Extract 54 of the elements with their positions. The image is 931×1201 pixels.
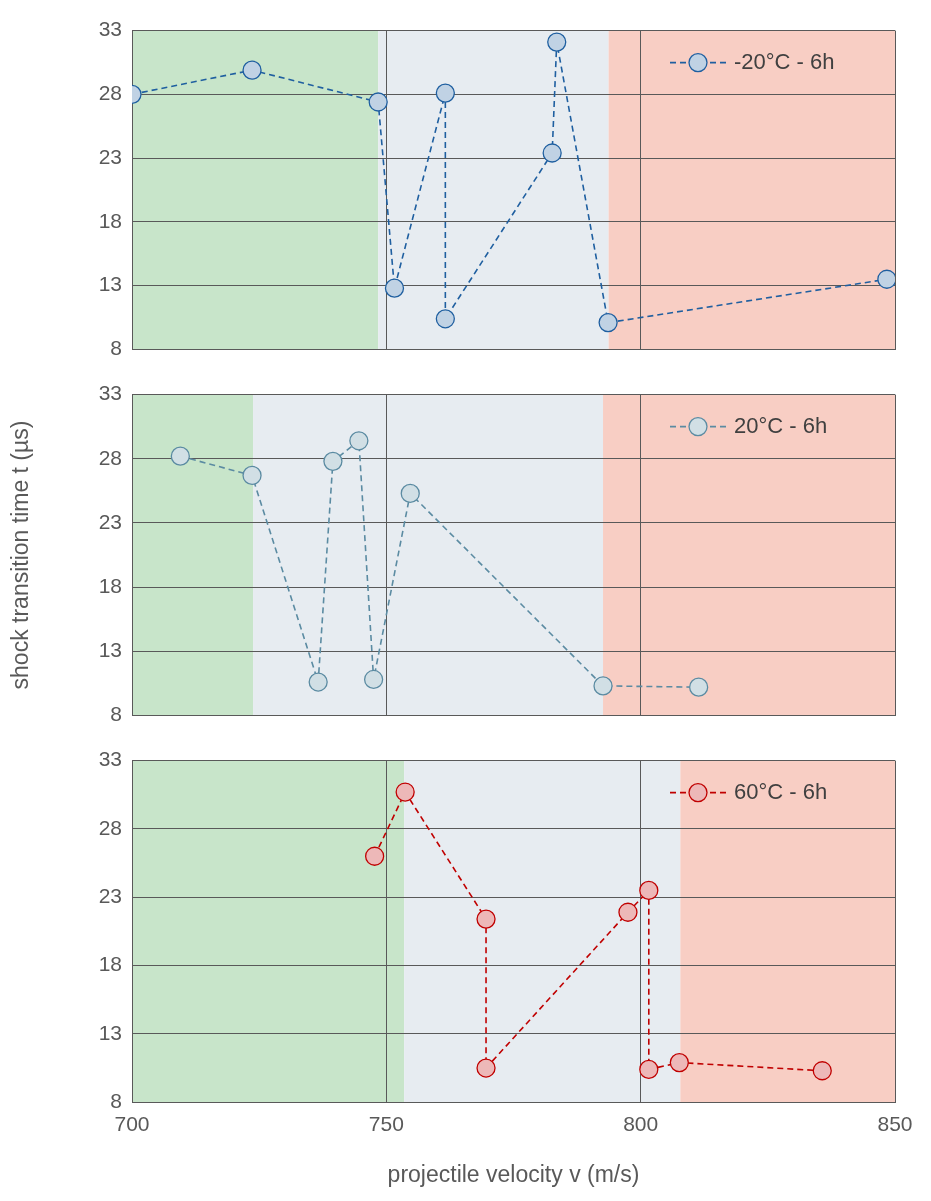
y-tick-label: 23: [98, 884, 122, 908]
y-tick-label: 28: [98, 81, 122, 105]
point: [639, 1059, 659, 1080]
y-tick-label: 18: [98, 573, 122, 597]
y-tick-label: 18: [98, 208, 122, 232]
legend-label: 60°C - 6h: [734, 778, 828, 804]
y-tick-label: 18: [98, 952, 122, 976]
y-tick-label: 28: [98, 445, 122, 469]
point: [349, 431, 369, 451]
point: [242, 60, 262, 80]
y-tick-label: 8: [110, 1089, 122, 1112]
point: [877, 269, 895, 289]
x-tick-label: 850: [877, 1111, 913, 1135]
y-tick-label: 23: [98, 144, 122, 168]
point: [170, 446, 190, 466]
point: [435, 83, 455, 103]
x-tick-label: 800: [623, 1111, 659, 1135]
point: [364, 846, 385, 866]
point: [618, 902, 638, 922]
point: [476, 909, 496, 929]
x-tick-label: 750: [368, 1111, 404, 1135]
y-tick-label: 13: [98, 1020, 122, 1044]
legend-label: -20°C - 6h: [734, 48, 835, 74]
point: [395, 782, 415, 802]
y-tick-label: 33: [98, 381, 122, 405]
y-tick-label: 8: [110, 336, 122, 360]
point: [669, 1052, 689, 1073]
y-tick-label: 33: [98, 747, 122, 771]
legend-label: 20°C - 6h: [734, 412, 828, 438]
point: [542, 143, 562, 163]
point: [547, 32, 567, 52]
y-tick-label: 28: [98, 815, 122, 839]
x-tick-label: 700: [114, 1111, 150, 1135]
point: [368, 92, 388, 112]
y-tick-label: 33: [98, 17, 122, 41]
point: [593, 676, 613, 696]
point: [639, 880, 659, 901]
point: [363, 669, 384, 690]
point: [476, 1058, 496, 1078]
point: [435, 309, 455, 329]
y-tick-label: 13: [98, 272, 122, 296]
y-tick-label: 23: [98, 509, 122, 533]
point: [384, 278, 405, 298]
point: [812, 1061, 832, 1081]
point: [323, 451, 343, 471]
point: [598, 312, 618, 333]
point: [689, 677, 709, 697]
y-axis-title: shock transition time t (µs): [7, 420, 34, 690]
x-axis-title: projectile velocity v (m/s): [387, 1160, 640, 1187]
point: [242, 465, 262, 486]
y-tick-label: 13: [98, 638, 122, 662]
point: [308, 672, 328, 692]
y-tick-label: 8: [110, 702, 122, 726]
point: [400, 483, 420, 504]
